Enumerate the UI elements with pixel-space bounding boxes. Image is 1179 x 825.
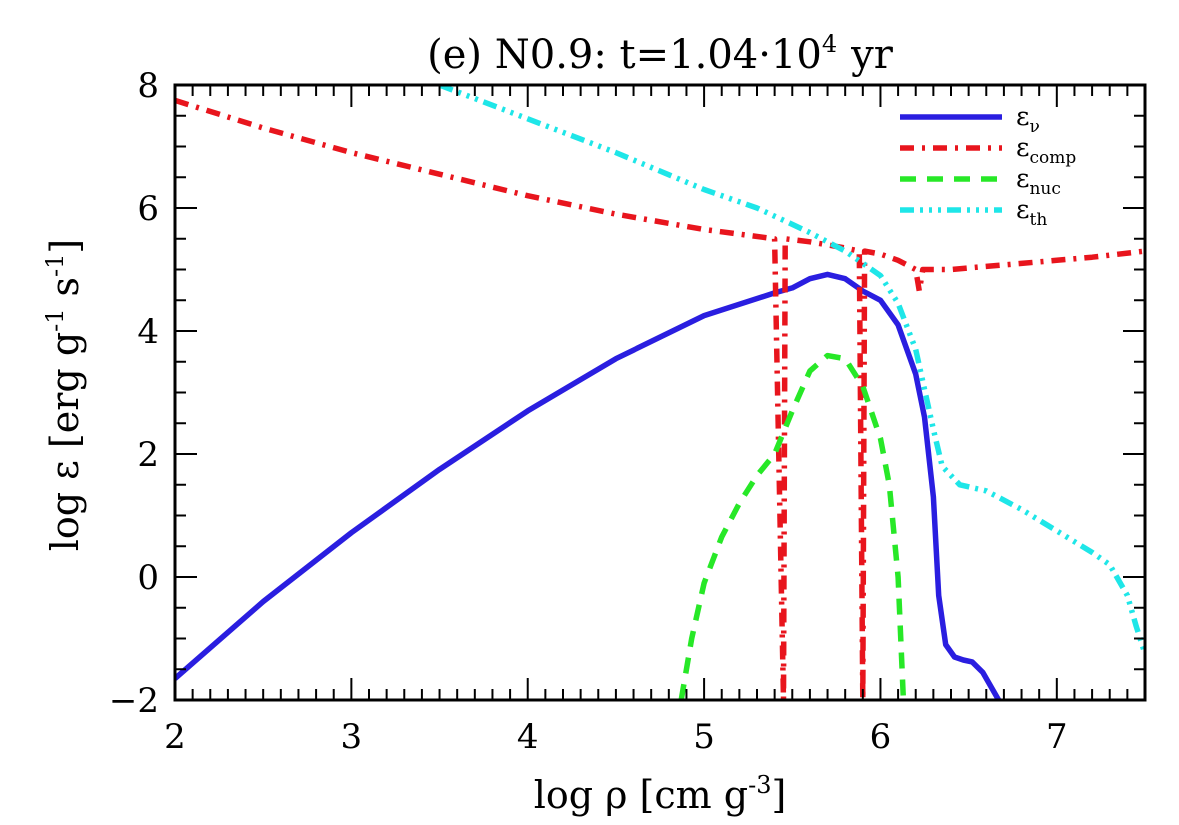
- tick-layer: 2 3 4 5 6 7 −2 0 2 4 6 8: [109, 66, 1146, 757]
- y-tick-label: 4: [137, 312, 159, 352]
- legend-label-2: εnuc: [1016, 164, 1061, 199]
- x-axis-label: log ρ [cm g-3]: [534, 771, 787, 817]
- series-line-1: [175, 97, 1145, 700]
- legend-label-0: εν: [1016, 102, 1040, 137]
- x-tick-label: 3: [341, 717, 363, 757]
- series-line-0: [175, 271, 1001, 700]
- legend-label-1: εcomp: [1016, 133, 1076, 168]
- chart-title: (e) N0.9: t=1.04·104 yr: [427, 30, 894, 78]
- x-tick-label: 5: [693, 717, 715, 757]
- x-tick-label: 2: [164, 717, 186, 757]
- x-tick-label: 4: [517, 717, 539, 757]
- series-line-3: [438, 85, 1145, 655]
- y-axis-label-group: log ε [erg g-1s-1]: [41, 239, 87, 552]
- y-tick-label: 2: [137, 435, 159, 475]
- y-tick-label: −2: [109, 681, 159, 721]
- y-tick-label: 8: [137, 66, 159, 106]
- y-tick-label: 6: [137, 189, 159, 229]
- legend-label-3: εth: [1016, 195, 1047, 230]
- series-layer: [175, 85, 1145, 700]
- x-tick-label: 7: [1046, 717, 1068, 757]
- y-tick-label: 0: [137, 558, 159, 598]
- y-axis-label: log ε [erg g-1s-1]: [41, 239, 87, 552]
- x-tick-label: 6: [870, 717, 892, 757]
- series-line-2: [678, 352, 907, 700]
